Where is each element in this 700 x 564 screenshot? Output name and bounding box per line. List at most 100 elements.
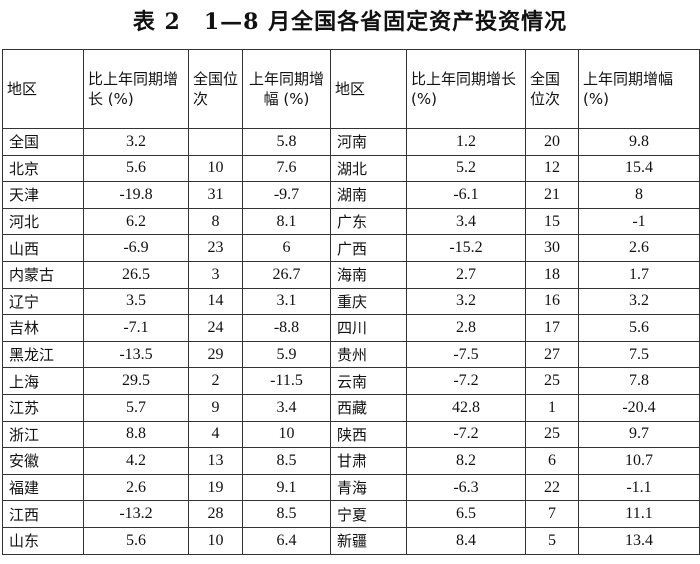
cell-rank: 25 xyxy=(525,420,579,449)
cell-region: 西藏 xyxy=(330,393,407,422)
cell-region: 四川 xyxy=(330,314,407,342)
table-row: 内蒙古 26.5 3 26.7 海南 2.7 18 1.7 xyxy=(2,260,700,289)
cell-region: 北京 xyxy=(2,154,84,183)
table-row: 上海 29.5 2 -11.5 云南 -7.2 25 7.8 xyxy=(2,367,700,395)
cell-region: 重庆 xyxy=(330,287,407,316)
cell-rank: 12 xyxy=(525,154,579,183)
cell-rank: 5 xyxy=(525,526,579,555)
table-row: 辽宁 3.5 14 3.1 重庆 3.2 16 3.2 xyxy=(2,287,700,316)
cell-rank: 2 xyxy=(188,367,243,395)
cell-prev-growth: -1 xyxy=(578,207,700,236)
cell-rank: 8 xyxy=(188,207,243,236)
cell-prev-growth: 8.1 xyxy=(242,207,331,236)
cell-rank: 4 xyxy=(188,420,243,449)
table-row: 天津 -19.8 31 -9.7 湖南 -6.1 21 8 xyxy=(2,181,700,209)
cell-growth: -15.2 xyxy=(406,234,526,262)
cell-rank: 27 xyxy=(525,340,579,369)
cell-region: 江苏 xyxy=(2,393,84,422)
cell-region: 安徽 xyxy=(2,447,84,475)
cell-growth: 3.5 xyxy=(83,287,189,316)
cell-rank: 31 xyxy=(188,181,243,209)
cell-growth: 1.2 xyxy=(406,128,526,156)
table-row: 江西 -13.2 28 8.5 宁夏 6.5 7 11.1 xyxy=(2,500,700,528)
cell-growth: 5.6 xyxy=(83,154,189,183)
header-region: 地区 xyxy=(2,49,84,129)
cell-rank: 16 xyxy=(525,287,579,316)
table-row: 吉林 -7.1 24 -8.8 四川 2.8 17 5.6 xyxy=(2,314,700,342)
cell-prev-growth: 15.4 xyxy=(578,154,700,183)
cell-region: 天津 xyxy=(2,181,84,209)
cell-growth: -7.2 xyxy=(406,420,526,449)
table-row: 北京 5.6 10 7.6 湖北 5.2 12 15.4 xyxy=(2,154,700,183)
table-row: 山东 5.6 10 6.4 新疆 8.4 5 13.4 xyxy=(2,526,700,555)
cell-growth: 2.6 xyxy=(83,473,189,502)
cell-prev-growth: -1.1 xyxy=(578,473,700,502)
cell-prev-growth: 8.5 xyxy=(242,447,331,475)
cell-region: 贵州 xyxy=(330,340,407,369)
cell-prev-growth: 9.1 xyxy=(242,473,331,502)
cell-rank: 21 xyxy=(525,181,579,209)
table-row: 福建 2.6 19 9.1 青海 -6.3 22 -1.1 xyxy=(2,473,700,502)
cell-region: 陕西 xyxy=(330,420,407,449)
table-row: 河北 6.2 8 8.1 广东 3.4 15 -1 xyxy=(2,207,700,236)
cell-rank: 28 xyxy=(188,500,243,528)
cell-region: 黑龙江 xyxy=(2,340,84,369)
cell-prev-growth: 7.6 xyxy=(242,154,331,183)
cell-growth: -6.1 xyxy=(406,181,526,209)
cell-growth: -6.9 xyxy=(83,234,189,262)
cell-growth: 3.2 xyxy=(406,287,526,316)
cell-growth: -7.2 xyxy=(406,367,526,395)
cell-growth: -13.5 xyxy=(83,340,189,369)
investment-table: 地区 比上年同期增长 (%) 全国位次 上年同期增幅 (%) 地区 比上年同期增… xyxy=(2,49,700,555)
cell-growth: 5.6 xyxy=(83,526,189,555)
header-growth: 比上年同期增长 (%) xyxy=(83,49,189,129)
header-region: 地区 xyxy=(330,49,407,129)
cell-prev-growth: -8.8 xyxy=(242,314,331,342)
cell-rank: 20 xyxy=(525,128,579,156)
cell-prev-growth: 6.4 xyxy=(242,526,331,555)
cell-prev-growth: 6 xyxy=(242,234,331,262)
cell-region: 河南 xyxy=(330,128,407,156)
cell-region: 吉林 xyxy=(2,314,84,342)
cell-region: 新疆 xyxy=(330,526,407,555)
cell-growth: 8.4 xyxy=(406,526,526,555)
cell-region: 山西 xyxy=(2,234,84,262)
cell-prev-growth: 1.7 xyxy=(578,260,700,289)
cell-growth: -13.2 xyxy=(83,500,189,528)
cell-prev-growth: 2.6 xyxy=(578,234,700,262)
cell-prev-growth: 7.5 xyxy=(578,340,700,369)
cell-rank: 3 xyxy=(188,260,243,289)
cell-prev-growth: 3.2 xyxy=(578,287,700,316)
cell-rank: 9 xyxy=(188,393,243,422)
cell-growth: 3.2 xyxy=(83,128,189,156)
cell-growth: 2.7 xyxy=(406,260,526,289)
table-row: 黑龙江 -13.5 29 5.9 贵州 -7.5 27 7.5 xyxy=(2,340,700,369)
cell-rank: 10 xyxy=(188,526,243,555)
cell-growth: 26.5 xyxy=(83,260,189,289)
cell-rank: 29 xyxy=(188,340,243,369)
cell-prev-growth: -11.5 xyxy=(242,367,331,395)
cell-growth: -6.3 xyxy=(406,473,526,502)
cell-growth: 2.8 xyxy=(406,314,526,342)
cell-growth: 5.7 xyxy=(83,393,189,422)
cell-growth: 42.8 xyxy=(406,393,526,422)
cell-rank: 15 xyxy=(525,207,579,236)
cell-region: 广西 xyxy=(330,234,407,262)
cell-region: 辽宁 xyxy=(2,287,84,316)
header-rank: 全国位次 xyxy=(188,49,243,129)
table-row: 江苏 5.7 9 3.4 西藏 42.8 1 -20.4 xyxy=(2,393,700,422)
cell-region: 云南 xyxy=(330,367,407,395)
cell-region: 宁夏 xyxy=(330,500,407,528)
cell-region: 湖北 xyxy=(330,154,407,183)
cell-growth: 29.5 xyxy=(83,367,189,395)
cell-prev-growth: 5.9 xyxy=(242,340,331,369)
cell-rank: 30 xyxy=(525,234,579,262)
cell-region: 湖南 xyxy=(330,181,407,209)
cell-rank: 18 xyxy=(525,260,579,289)
cell-rank: 25 xyxy=(525,367,579,395)
cell-region: 内蒙古 xyxy=(2,260,84,289)
table-row: 山西 -6.9 23 6 广西 -15.2 30 2.6 xyxy=(2,234,700,262)
cell-growth: 8.2 xyxy=(406,447,526,475)
cell-growth: 4.2 xyxy=(83,447,189,475)
cell-region: 青海 xyxy=(330,473,407,502)
